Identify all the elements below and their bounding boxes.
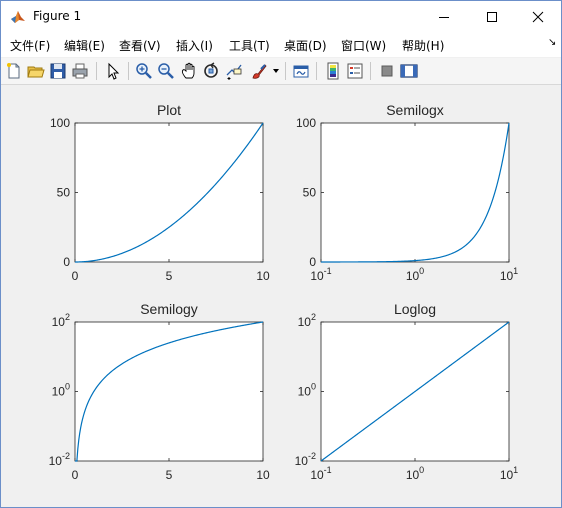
menu-bar: 文件(F) 编辑(E) 查看(V) 插入(I) 工具(T) 桌面(D) 窗口(W… xyxy=(1,32,561,57)
subplot-title: Plot xyxy=(157,102,181,118)
close-icon xyxy=(532,11,544,22)
x-tick-label: 10-1 xyxy=(310,266,331,283)
new-figure-icon[interactable] xyxy=(4,61,24,81)
y-tick-label: 102 xyxy=(52,312,70,329)
menu-tools[interactable]: 工具(T) xyxy=(229,39,270,53)
show-plot-tools-icon[interactable] xyxy=(399,61,419,81)
series-line xyxy=(321,122,510,263)
y-tick-label: 50 xyxy=(303,186,317,200)
edit-plot-icon[interactable] xyxy=(103,61,123,81)
dock-arrow-icon[interactable]: ↘ xyxy=(548,37,557,48)
menu-window[interactable]: 窗口(W) xyxy=(341,39,387,53)
y-tick-label: 100 xyxy=(52,382,70,399)
y-tick-label: 100 xyxy=(296,116,316,130)
brush-icon[interactable] xyxy=(249,61,269,81)
zoom-in-icon[interactable] xyxy=(134,61,154,81)
y-tick-label: 100 xyxy=(298,382,316,399)
x-tick-label: 100 xyxy=(406,266,424,283)
y-tick-label: 10-2 xyxy=(49,451,70,468)
toolbar-separator xyxy=(316,62,317,80)
menu-help[interactable]: 帮助(H) xyxy=(402,39,445,53)
menu-file[interactable]: 文件(F) xyxy=(10,39,51,53)
x-tick-label: 100 xyxy=(406,465,424,482)
toolbar-separator xyxy=(285,62,286,80)
subplot-semilogy[interactable]: Semilogy 0 5 10 10-2 100 102 xyxy=(49,301,270,482)
data-cursor-icon[interactable] xyxy=(225,61,245,81)
x-tick-label: 10 xyxy=(256,269,270,283)
legend-icon[interactable] xyxy=(345,61,365,81)
series-line xyxy=(75,321,264,462)
y-tick-label: 50 xyxy=(57,186,71,200)
subplot-title: Semilogx xyxy=(386,102,444,118)
figure-toolbar xyxy=(1,58,561,85)
subplot-title: Semilogy xyxy=(140,301,198,317)
link-plot-icon[interactable] xyxy=(291,61,311,81)
rotate-3d-icon[interactable] xyxy=(201,61,221,81)
matlab-icon xyxy=(11,11,25,23)
x-tick-label: 101 xyxy=(500,266,518,283)
minimize-icon xyxy=(439,16,449,18)
x-tick-label: 5 xyxy=(166,269,173,283)
series-line xyxy=(320,321,510,462)
x-tick-label: 10-1 xyxy=(310,465,331,482)
menu-view[interactable]: 查看(V) xyxy=(119,39,161,53)
y-tick-label: 0 xyxy=(309,255,316,269)
x-tick-label: 5 xyxy=(166,468,173,482)
hide-plot-tools-icon[interactable] xyxy=(377,61,397,81)
pan-icon[interactable] xyxy=(179,61,199,81)
y-tick-label: 0 xyxy=(63,255,70,269)
toolbar-separator xyxy=(128,62,129,80)
plot-area xyxy=(74,122,264,263)
open-file-icon[interactable] xyxy=(26,61,46,81)
minimize-button[interactable] xyxy=(421,1,467,32)
subplot-loglog[interactable]: Loglog 10-1 100 101 10-2 100 102 xyxy=(295,301,519,482)
close-button[interactable] xyxy=(515,1,561,32)
y-tick-label: 102 xyxy=(298,312,316,329)
y-tick-label: 10-2 xyxy=(295,451,316,468)
window-title: Figure 1 xyxy=(33,9,82,23)
series-line xyxy=(75,122,264,263)
menu-desktop[interactable]: 桌面(D) xyxy=(284,39,327,53)
colorbar-icon[interactable] xyxy=(323,61,343,81)
zoom-out-icon[interactable] xyxy=(156,61,176,81)
x-tick-label: 101 xyxy=(500,465,518,482)
save-icon[interactable] xyxy=(48,61,68,81)
y-tick-label: 100 xyxy=(50,116,70,130)
menu-insert[interactable]: 插入(I) xyxy=(176,39,213,53)
maximize-button[interactable] xyxy=(469,1,515,32)
toolbar-separator xyxy=(370,62,371,80)
x-tick-label: 0 xyxy=(72,468,79,482)
toolbar-separator xyxy=(96,62,97,80)
subplot-title: Loglog xyxy=(394,301,436,317)
print-icon[interactable] xyxy=(70,61,90,81)
x-tick-label: 0 xyxy=(72,269,79,283)
maximize-icon xyxy=(487,11,497,22)
plot-area xyxy=(320,122,510,263)
menu-edit[interactable]: 编辑(E) xyxy=(64,39,105,53)
x-tick-label: 10 xyxy=(256,468,270,482)
subplot-semilogx[interactable]: Semilogx 10-1 100 101 0 50 100 xyxy=(296,102,518,283)
title-bar[interactable]: Figure 1 xyxy=(1,1,561,32)
brush-dropdown-icon[interactable] xyxy=(272,67,280,75)
